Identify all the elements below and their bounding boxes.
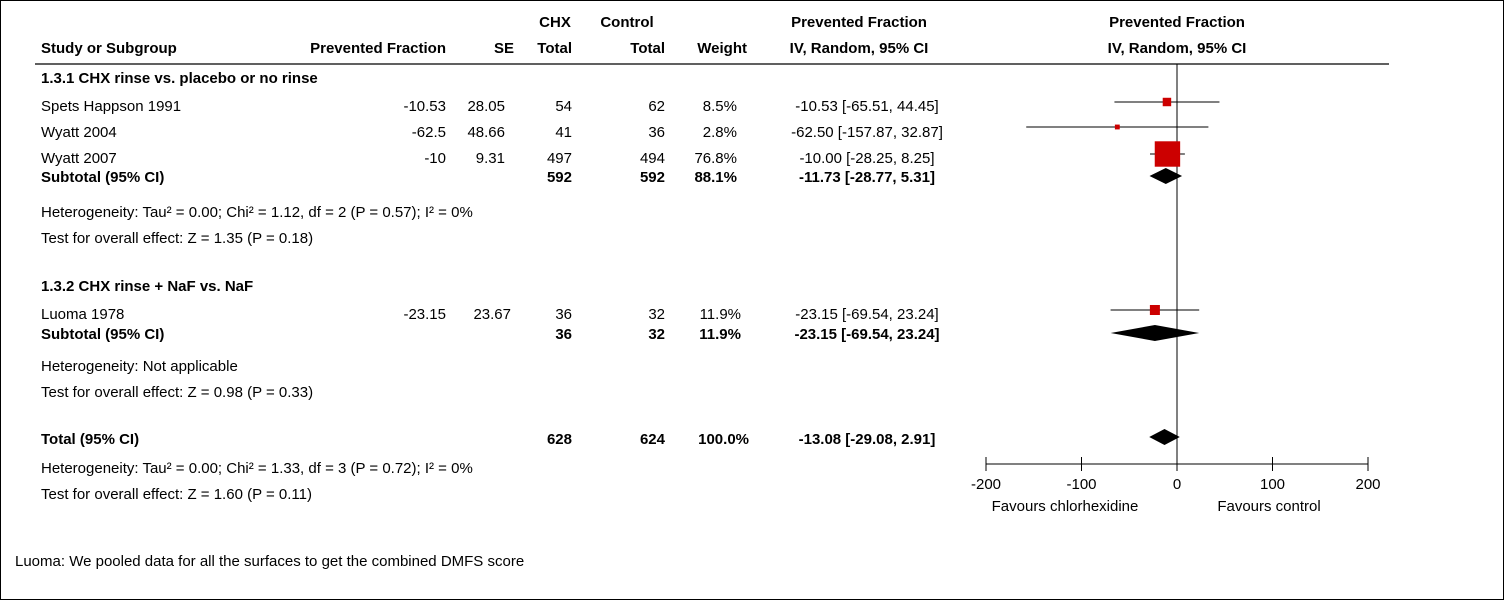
footnote: Luoma: We pooled data for all the surfac…: [15, 553, 524, 570]
study-effect: -23.15: [403, 306, 446, 323]
study-se: 23.67: [473, 306, 511, 323]
plot-title: Prevented Fraction: [1109, 14, 1245, 31]
study-ci: -23.15 [-69.54, 23.24]: [795, 306, 938, 323]
subgroup-title: 1.3.1 CHX rinse vs. placebo or no rinse: [41, 70, 318, 87]
col-ci: IV, Random, 95% CI: [790, 40, 929, 57]
col-total-control: Total: [630, 40, 665, 57]
favours-left: Favours chlorhexidine: [992, 498, 1139, 515]
group2-header: Control: [600, 14, 653, 31]
summary-diamond: [1110, 325, 1200, 341]
subtotal-row: Subtotal (95% CI) 36 32 11.9% -23.15 [-6…: [41, 326, 940, 343]
table-row: Spets Happson 1991 -10.53 28.05 54 62 8.…: [41, 98, 939, 115]
overall-effect-text: Test for overall effect: Z = 1.60 (P = 0…: [41, 486, 312, 503]
study-ci: -10.53 [-65.51, 44.45]: [795, 98, 938, 115]
total-control: 624: [640, 431, 666, 448]
subtotal-label: Subtotal (95% CI): [41, 169, 164, 186]
study-marker: [1154, 141, 1181, 167]
tick-label: 200: [1355, 476, 1380, 493]
study-name: Spets Happson 1991: [41, 98, 181, 115]
study-se: 48.66: [467, 124, 505, 141]
subtotal-total-control: 32: [648, 326, 665, 343]
overall-effect-text: Test for overall effect: Z = 0.98 (P = 0…: [41, 384, 313, 401]
subtotal-weight: 11.9%: [699, 326, 741, 343]
col-total-chx: Total: [537, 40, 572, 57]
subgroup-title: 1.3.2 CHX rinse + NaF vs. NaF: [41, 278, 253, 295]
study-weight: 2.8%: [703, 124, 737, 141]
subtotal-ci: -11.73 [-28.77, 5.31]: [799, 169, 935, 186]
subtotal-weight: 88.1%: [694, 169, 737, 186]
study-ci: -10.00 [-28.25, 8.25]: [799, 150, 934, 167]
axis-ticks: -200 -100 0 100 200: [971, 457, 1381, 493]
study-total-chx: 54: [555, 98, 572, 115]
heterogeneity-text: Heterogeneity: Tau² = 0.00; Chi² = 1.33,…: [41, 460, 473, 477]
table-row: Wyatt 2004 -62.5 48.66 41 36 2.8% -62.50…: [41, 124, 943, 141]
favours-right: Favours control: [1217, 498, 1320, 515]
total-label: Total (95% CI): [41, 431, 139, 448]
study-ci: -62.50 [-157.87, 32.87]: [791, 124, 943, 141]
table-row: Wyatt 2007 -10 9.31 497 494 76.8% -10.00…: [41, 150, 935, 167]
study-se: 28.05: [467, 98, 505, 115]
effect-title: Prevented Fraction: [791, 14, 927, 31]
summary-diamond: [1149, 429, 1180, 445]
study-name: Wyatt 2007: [41, 150, 117, 167]
summary-diamond: [1149, 168, 1183, 184]
total-weight: 100.0%: [698, 431, 749, 448]
study-total-control: 36: [648, 124, 665, 141]
subtotal-ci: -23.15 [-69.54, 23.24]: [794, 326, 939, 343]
col-study: Study or Subgroup: [41, 40, 177, 57]
forest-marks: [1026, 97, 1220, 445]
col-weight: Weight: [697, 40, 747, 57]
study-weight: 11.9%: [700, 306, 741, 323]
table-row: Luoma 1978 -23.15 23.67 36 32 11.9% -23.…: [41, 306, 939, 323]
study-se: 9.31: [476, 150, 505, 167]
study-marker: [1114, 124, 1120, 130]
tick-label: -100: [1066, 476, 1096, 493]
total-chx: 628: [547, 431, 572, 448]
study-effect: -10: [424, 150, 446, 167]
study-effect: -62.5: [412, 124, 446, 141]
heterogeneity-text: Heterogeneity: Tau² = 0.00; Chi² = 1.12,…: [41, 204, 473, 221]
group1-header: CHX: [539, 14, 571, 31]
subtotal-row: Subtotal (95% CI) 592 592 88.1% -11.73 […: [41, 169, 935, 186]
study-name: Luoma 1978: [41, 306, 124, 323]
tick-label: -200: [971, 476, 1001, 493]
tick-label: 0: [1173, 476, 1181, 493]
tick-label: 100: [1260, 476, 1285, 493]
total-ci: -13.08 [-29.08, 2.91]: [799, 431, 936, 448]
total-row: Total (95% CI) 628 624 100.0% -13.08 [-2…: [41, 431, 935, 448]
study-total-chx: 36: [555, 306, 572, 323]
study-marker: [1162, 97, 1172, 107]
study-weight: 76.8%: [694, 150, 737, 167]
study-marker: [1149, 304, 1160, 316]
study-name: Wyatt 2004: [41, 124, 117, 141]
study-total-control: 494: [640, 150, 665, 167]
study-total-control: 62: [648, 98, 665, 115]
study-weight: 8.5%: [703, 98, 737, 115]
col-effect: Prevented Fraction: [310, 40, 446, 57]
study-effect: -10.53: [403, 98, 446, 115]
subtotal-label: Subtotal (95% CI): [41, 326, 164, 343]
study-total-chx: 41: [555, 124, 572, 141]
study-total-chx: 497: [547, 150, 572, 167]
subtotal-total-control: 592: [640, 169, 665, 186]
subtotal-total-chx: 592: [547, 169, 572, 186]
overall-effect-text: Test for overall effect: Z = 1.35 (P = 0…: [41, 230, 313, 247]
study-total-control: 32: [648, 306, 665, 323]
plot-method: IV, Random, 95% CI: [1108, 40, 1247, 57]
subtotal-total-chx: 36: [555, 326, 572, 343]
col-se: SE: [494, 40, 514, 57]
heterogeneity-text: Heterogeneity: Not applicable: [41, 358, 238, 375]
